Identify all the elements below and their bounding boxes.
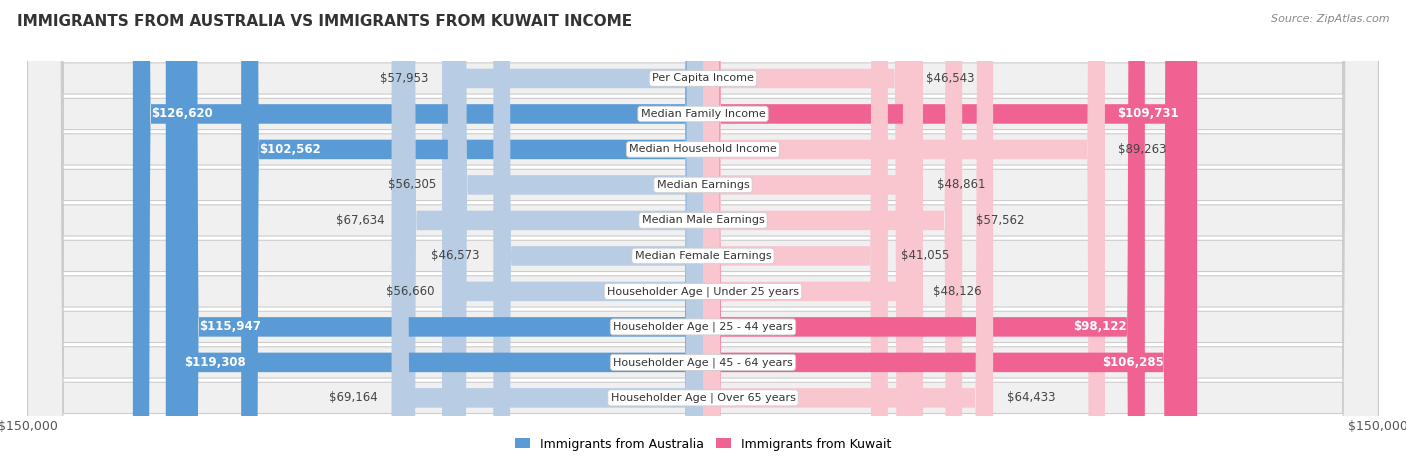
FancyBboxPatch shape xyxy=(28,0,1378,467)
FancyBboxPatch shape xyxy=(166,0,703,467)
Text: $64,433: $64,433 xyxy=(1007,391,1054,404)
Text: $46,543: $46,543 xyxy=(927,72,974,85)
FancyBboxPatch shape xyxy=(703,0,887,467)
FancyBboxPatch shape xyxy=(28,0,1378,467)
Text: Source: ZipAtlas.com: Source: ZipAtlas.com xyxy=(1271,14,1389,24)
FancyBboxPatch shape xyxy=(703,0,1105,467)
FancyBboxPatch shape xyxy=(242,0,703,467)
Text: Householder Age | 25 - 44 years: Householder Age | 25 - 44 years xyxy=(613,322,793,332)
FancyBboxPatch shape xyxy=(28,0,1378,467)
FancyBboxPatch shape xyxy=(391,0,703,467)
Text: $69,164: $69,164 xyxy=(329,391,378,404)
Text: $46,573: $46,573 xyxy=(432,249,479,262)
FancyBboxPatch shape xyxy=(181,0,703,467)
Text: Per Capita Income: Per Capita Income xyxy=(652,73,754,84)
FancyBboxPatch shape xyxy=(703,0,922,467)
Text: Median Family Income: Median Family Income xyxy=(641,109,765,119)
Text: Median Earnings: Median Earnings xyxy=(657,180,749,190)
Text: $89,263: $89,263 xyxy=(1118,143,1167,156)
Text: $126,620: $126,620 xyxy=(150,107,212,120)
FancyBboxPatch shape xyxy=(28,0,1378,467)
Text: $48,126: $48,126 xyxy=(934,285,981,298)
Text: $98,122: $98,122 xyxy=(1073,320,1126,333)
FancyBboxPatch shape xyxy=(703,0,962,467)
Text: IMMIGRANTS FROM AUSTRALIA VS IMMIGRANTS FROM KUWAIT INCOME: IMMIGRANTS FROM AUSTRALIA VS IMMIGRANTS … xyxy=(17,14,633,29)
Text: Householder Age | Over 65 years: Householder Age | Over 65 years xyxy=(610,393,796,403)
Text: $56,305: $56,305 xyxy=(388,178,436,191)
Text: $57,953: $57,953 xyxy=(380,72,429,85)
Legend: Immigrants from Australia, Immigrants from Kuwait: Immigrants from Australia, Immigrants fr… xyxy=(509,432,897,455)
FancyBboxPatch shape xyxy=(703,0,1181,467)
Text: $48,861: $48,861 xyxy=(936,178,986,191)
Text: Householder Age | Under 25 years: Householder Age | Under 25 years xyxy=(607,286,799,297)
FancyBboxPatch shape xyxy=(703,0,912,467)
FancyBboxPatch shape xyxy=(703,0,993,467)
Text: $115,947: $115,947 xyxy=(198,320,260,333)
Text: $56,660: $56,660 xyxy=(385,285,434,298)
Text: Median Male Earnings: Median Male Earnings xyxy=(641,215,765,226)
FancyBboxPatch shape xyxy=(703,0,1197,467)
FancyBboxPatch shape xyxy=(494,0,703,467)
Text: Median Female Earnings: Median Female Earnings xyxy=(634,251,772,261)
FancyBboxPatch shape xyxy=(28,0,1378,467)
Text: Householder Age | 45 - 64 years: Householder Age | 45 - 64 years xyxy=(613,357,793,368)
Text: Median Household Income: Median Household Income xyxy=(628,144,778,155)
FancyBboxPatch shape xyxy=(703,0,920,467)
Text: $67,634: $67,634 xyxy=(336,214,385,227)
Text: $109,731: $109,731 xyxy=(1118,107,1180,120)
FancyBboxPatch shape xyxy=(449,0,703,467)
FancyBboxPatch shape xyxy=(132,0,703,467)
FancyBboxPatch shape xyxy=(28,0,1378,467)
Text: $41,055: $41,055 xyxy=(901,249,949,262)
FancyBboxPatch shape xyxy=(398,0,703,467)
Text: $106,285: $106,285 xyxy=(1102,356,1164,369)
FancyBboxPatch shape xyxy=(441,0,703,467)
FancyBboxPatch shape xyxy=(28,0,1378,467)
FancyBboxPatch shape xyxy=(28,0,1378,467)
Text: $119,308: $119,308 xyxy=(184,356,246,369)
FancyBboxPatch shape xyxy=(450,0,703,467)
FancyBboxPatch shape xyxy=(703,0,1144,467)
FancyBboxPatch shape xyxy=(28,0,1378,467)
Text: $57,562: $57,562 xyxy=(976,214,1024,227)
FancyBboxPatch shape xyxy=(28,0,1378,467)
Text: $102,562: $102,562 xyxy=(259,143,321,156)
